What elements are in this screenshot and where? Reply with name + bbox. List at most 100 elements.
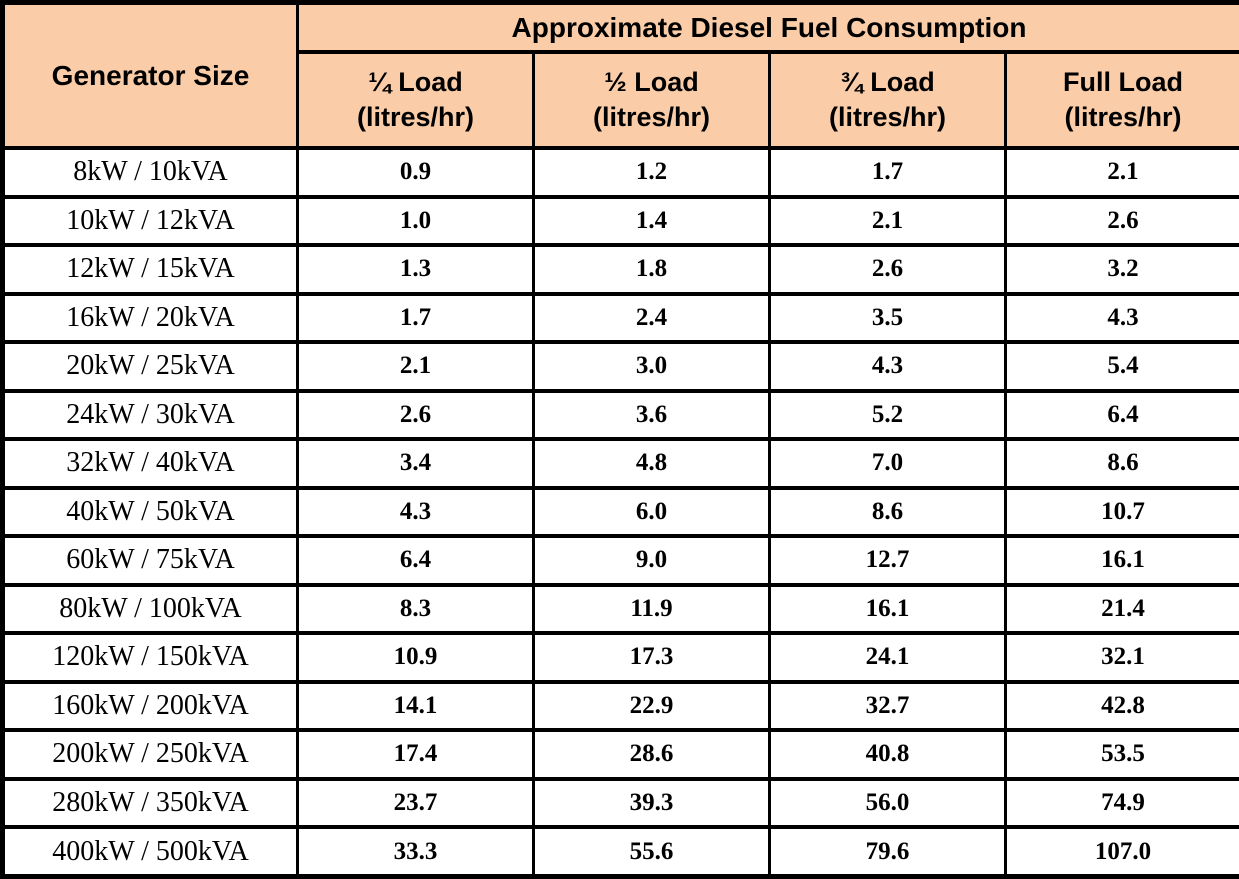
consumption-value-cell: 32.1 [1003,631,1239,684]
load-unit: (litres/hr) [356,102,475,132]
consumption-value-cell: 16.1 [768,582,1007,636]
consumption-value-cell: 1.7 [768,146,1007,199]
table-row: 40kW / 50kVA 4.3 6.0 8.6 10.7 [1,485,1239,539]
table-row: 12kW / 15kVA 1.3 1.8 2.6 3.2 [1,243,1239,296]
generator-size-cell: 60kW / 75kVA [1,534,299,587]
consumption-value-cell: 4.3 [768,340,1007,393]
consumption-value-cell: 23.7 [296,776,535,830]
table-row: 120kW / 150kVA 10.9 17.3 24.1 32.1 [1,631,1239,684]
consumption-value-cell: 3.6 [532,388,771,442]
generator-size-cell: 16kW / 20kVA [1,291,299,345]
consumption-value-cell: 1.2 [532,146,771,199]
consumption-value-cell: 6.4 [296,534,535,587]
consumption-value-cell: 11.9 [532,582,771,636]
consumption-value-cell: 5.2 [768,388,1007,442]
title-row: Generator Size Approximate Diesel Fuel C… [1,0,1239,150]
consumption-value-cell: 9.0 [532,534,771,587]
table-row: 24kW / 30kVA 2.6 3.6 5.2 6.4 [1,388,1239,442]
consumption-value-cell: 4.3 [1003,291,1239,345]
consumption-value-cell: 2.1 [296,340,535,393]
consumption-value-cell: 5.4 [1003,340,1239,393]
generator-size-cell: 32kW / 40kVA [1,437,299,490]
table-body: 8kW / 10kVA 0.9 1.2 1.7 2.1 10kW / 12kVA 1.0 1.… [1,146,1239,879]
subheader-row: ¼ Load (litres/hr) ½ Load (litres/hr) ¾ … [3,50,1239,150]
consumption-value-cell: 22.9 [532,679,771,733]
consumption-value-cell: 2.4 [532,291,771,345]
table-row: 8kW / 10kVA 0.9 1.2 1.7 2.1 [1,146,1239,199]
full-load-header: Full Load (litres/hr) [1003,50,1239,150]
consumption-value-cell: 40.8 [768,728,1007,781]
half-load-header: ½ Load (litres/hr) [532,50,771,150]
generator-size-header: Generator Size [1,0,299,150]
consumption-value-cell: 3.5 [768,291,1007,345]
consumption-value-cell: 107.0 [1003,825,1239,879]
consumption-value-cell: 8.6 [768,485,1007,539]
generator-size-cell: 12kW / 15kVA [1,243,299,296]
generator-size-cell: 20kW / 25kVA [1,340,299,393]
load-label: Full Load [1063,67,1183,98]
consumption-value-cell: 8.3 [296,582,535,636]
consumption-value-cell: 53.5 [1003,728,1239,781]
table-row: 10kW / 12kVA 1.0 1.4 2.1 2.6 [1,194,1239,248]
load-label: ¼ Load [368,67,463,98]
consumption-value-cell: 33.3 [296,825,535,879]
generator-size-cell: 120kW / 150kVA [1,631,299,684]
consumption-value-cell: 17.4 [296,728,535,781]
consumption-value-cell: 16.1 [1003,534,1239,587]
load-unit: (litres/hr) [828,102,947,132]
generator-size-cell: 40kW / 50kVA [1,485,299,539]
consumption-value-cell: 1.0 [296,194,535,248]
consumption-value-cell: 28.6 [532,728,771,781]
table-row: 280kW / 350kVA 23.7 39.3 56.0 74.9 [1,776,1239,830]
consumption-value-cell: 7.0 [768,437,1007,490]
table-row: 32kW / 40kVA 3.4 4.8 7.0 8.6 [1,437,1239,490]
three-quarter-load-header: ¾ Load (litres/hr) [768,50,1007,150]
consumption-value-cell: 10.7 [1003,485,1239,539]
consumption-value-cell: 3.0 [532,340,771,393]
consumption-value-cell: 42.8 [1003,679,1239,733]
load-label: ¾ Load [840,67,935,98]
consumption-value-cell: 21.4 [1003,582,1239,636]
consumption-value-cell: 56.0 [768,776,1007,830]
generator-size-cell: 200kW / 250kVA [1,728,299,781]
generator-size-cell: 80kW / 100kVA [1,582,299,636]
consumption-value-cell: 2.1 [768,194,1007,248]
load-unit: (litres/hr) [592,102,711,132]
consumption-value-cell: 2.1 [1003,146,1239,199]
table-row: 20kW / 25kVA 2.1 3.0 4.3 5.4 [1,340,1239,393]
consumption-value-cell: 4.3 [296,485,535,539]
consumption-value-cell: 8.6 [1003,437,1239,490]
consumption-value-cell: 3.2 [1003,243,1239,296]
generator-size-cell: 8kW / 10kVA [1,146,299,199]
consumption-value-cell: 39.3 [532,776,771,830]
load-unit: (litres/hr) [1064,102,1182,132]
table-row: 400kW / 500kVA 33.3 55.6 79.6 107.0 [1,825,1239,879]
consumption-value-cell: 79.6 [768,825,1007,879]
table-row: 60kW / 75kVA 6.4 9.0 12.7 16.1 [1,534,1239,587]
consumption-value-cell: 6.0 [532,485,771,539]
consumption-value-cell: 0.9 [296,146,535,199]
consumption-value-cell: 32.7 [768,679,1007,733]
consumption-value-cell: 2.6 [296,388,535,442]
consumption-value-cell: 1.7 [296,291,535,345]
generator-size-cell: 10kW / 12kVA [1,194,299,248]
generator-size-cell: 160kW / 200kVA [1,679,299,733]
consumption-value-cell: 1.3 [296,243,535,296]
consumption-value-cell: 2.6 [768,243,1007,296]
consumption-value-cell: 10.9 [296,631,535,684]
consumption-value-cell: 55.6 [532,825,771,879]
table-title: Approximate Diesel Fuel Consumption [295,0,1239,54]
consumption-value-cell: 4.8 [532,437,771,490]
consumption-value-cell: 17.3 [532,631,771,684]
generator-size-cell: 400kW / 500kVA [1,825,299,879]
table-row: 16kW / 20kVA 1.7 2.4 3.5 4.3 [1,291,1239,345]
consumption-value-cell: 12.7 [768,534,1007,587]
consumption-value-cell: 6.4 [1003,388,1239,442]
table-row: 160kW / 200kVA 14.1 22.9 32.7 42.8 [1,679,1239,733]
consumption-value-cell: 24.1 [768,631,1007,684]
consumption-value-cell: 3.4 [296,437,535,490]
consumption-value-cell: 2.6 [1003,194,1239,248]
consumption-value-cell: 1.4 [532,194,771,248]
consumption-value-cell: 14.1 [296,679,535,733]
